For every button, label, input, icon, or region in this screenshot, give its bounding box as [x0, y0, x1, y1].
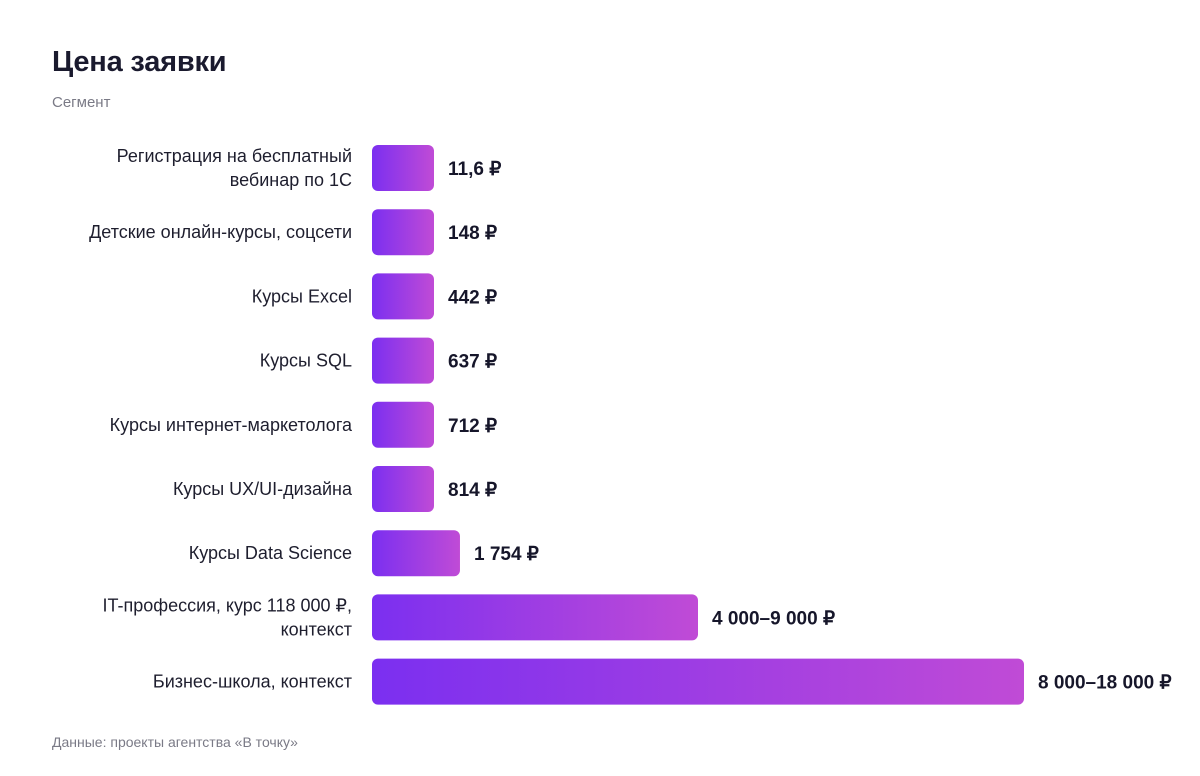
value-label: 11,6 ₽ [448, 159, 501, 180]
value-label: 814 ₽ [448, 480, 497, 501]
bar-2 [372, 209, 434, 256]
value-label: 8 000–18 000 ₽ [1038, 673, 1172, 694]
category-label: Бизнес-школа, контекст [153, 672, 352, 692]
category-label: Регистрация на бесплатный вебинар по 1С [117, 146, 352, 190]
category-label-line: Курсы SQL [260, 351, 352, 371]
category-label-line: Бизнес-школа, контекст [153, 672, 352, 692]
category-label: Курсы SQL [260, 351, 352, 371]
value-label: 1 754 ₽ [474, 544, 539, 565]
category-label: Курсы Data Science [189, 543, 352, 563]
category-label-line: IT-профессия, курс 118 000 ₽, [103, 595, 352, 615]
bar-3 [372, 273, 434, 320]
category-label-line: Курсы Excel [252, 286, 352, 306]
category-label-line: Курсы интернет-маркетолога [110, 415, 353, 435]
bar-1 [372, 145, 434, 191]
bar-4 [372, 337, 434, 384]
bar-7 [372, 530, 460, 577]
category-label-line: Курсы UX/UI-дизайна [173, 479, 353, 499]
bar-8 [372, 594, 698, 641]
category-label-line: вебинар по 1С [230, 170, 352, 190]
value-label: 637 ₽ [448, 352, 497, 373]
value-label: 4 000–9 000 ₽ [712, 608, 835, 629]
category-label: IT-профессия, курс 118 000 ₽, контекст [103, 595, 352, 639]
category-label-line: Курсы Data Science [189, 543, 352, 563]
bar-9 [372, 658, 1024, 705]
bar-6 [372, 466, 434, 512]
category-label-line: контекст [281, 619, 352, 639]
axis-caption: Сегмент [52, 94, 111, 111]
category-label: Курсы Excel [252, 286, 352, 306]
value-label: 148 ₽ [448, 223, 497, 244]
category-label: Курсы интернет-маркетолога [110, 415, 353, 435]
category-label-line: Регистрация на бесплатный [117, 146, 352, 166]
bar-5 [372, 401, 434, 448]
chart-title: Цена заявки [52, 46, 227, 78]
category-label-line: Детские онлайн-курсы, соцсети [89, 222, 352, 242]
data-source-note: Данные: проекты агентства «В точку» [52, 734, 298, 750]
value-label: 442 ₽ [448, 287, 497, 308]
category-label: Курсы UX/UI-дизайна [173, 479, 353, 499]
category-label: Детские онлайн-курсы, соцсети [89, 222, 352, 242]
value-label: 712 ₽ [448, 416, 497, 437]
